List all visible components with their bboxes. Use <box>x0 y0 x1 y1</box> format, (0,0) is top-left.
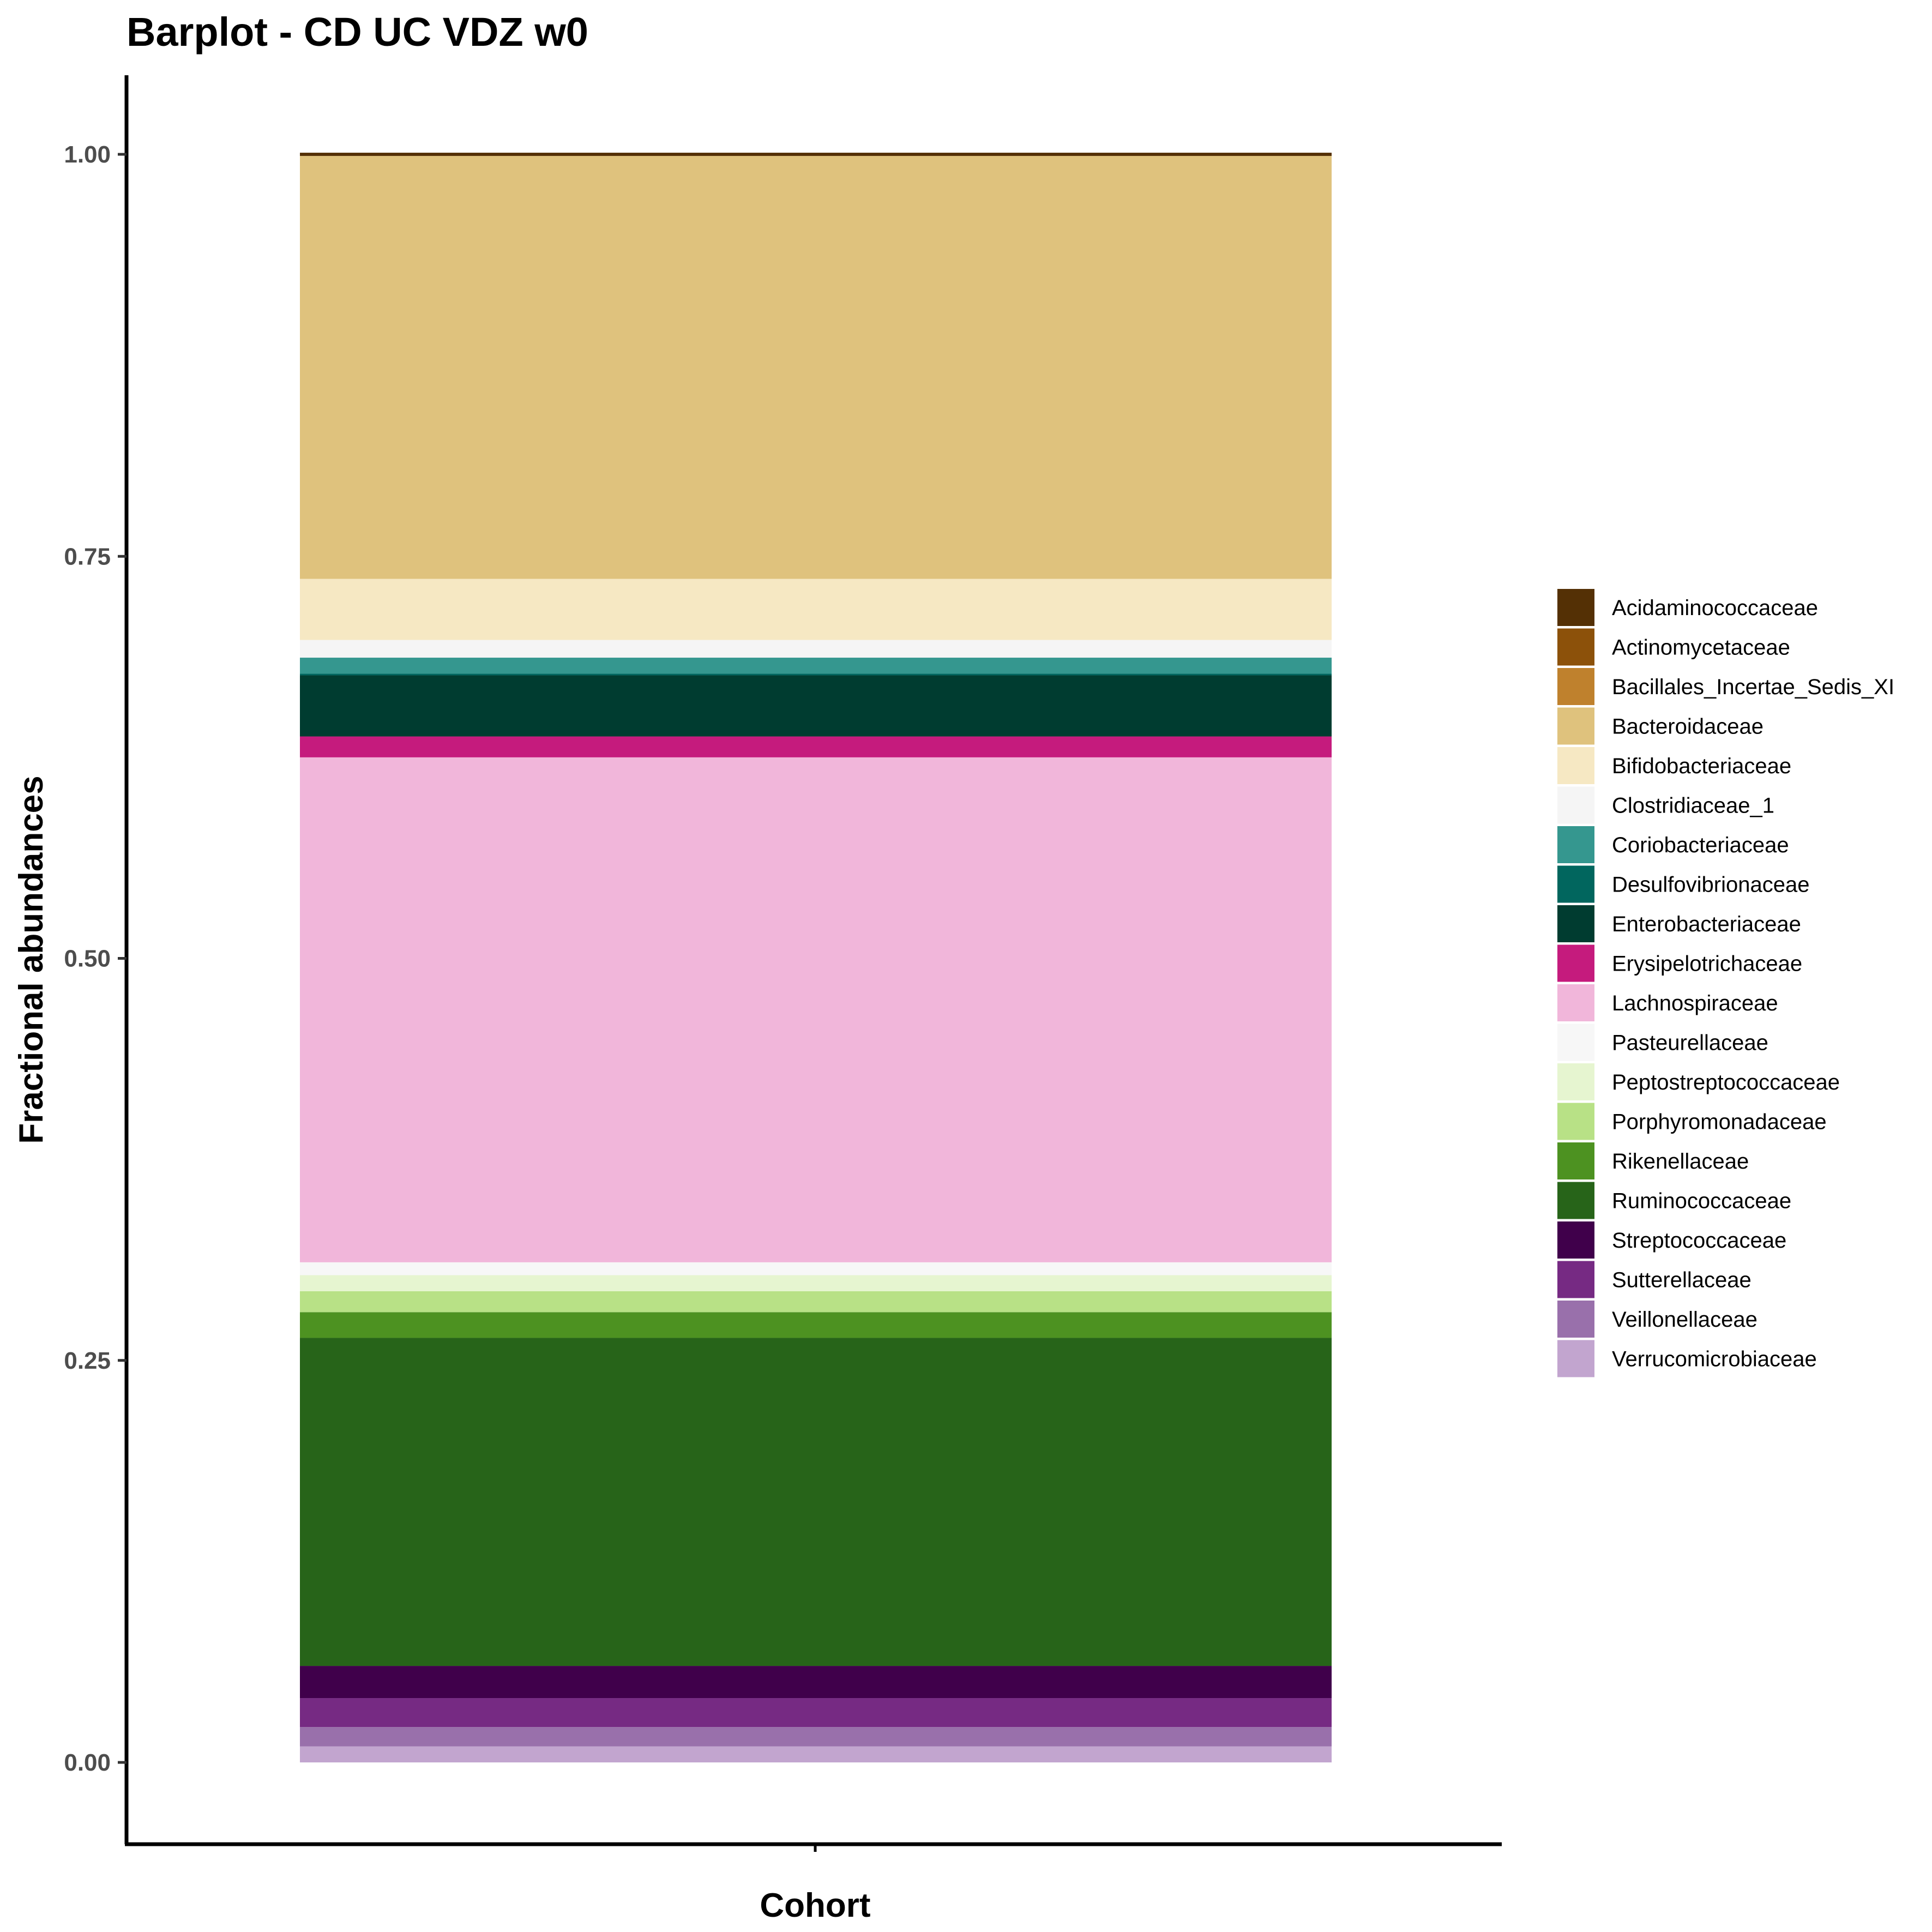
legend-key-veillonellaceae <box>1557 1301 1594 1338</box>
bar-segment-clostridiaceae-1 <box>300 640 1332 658</box>
legend-label: Rikenellaceae <box>1612 1149 1749 1173</box>
bar-segment-porphyromonadaceae <box>300 1291 1332 1313</box>
bar-segment-verrucomicrobiaceae <box>300 1746 1332 1762</box>
bar-segment-rikenellaceae <box>300 1312 1332 1338</box>
legend-key-rikenellaceae <box>1557 1142 1594 1179</box>
chart-title: Barplot - CD UC VDZ w0 <box>127 9 588 55</box>
legend-label: Sutterellaceae <box>1612 1268 1752 1292</box>
y-axis-title: Fractional abundances <box>13 775 50 1143</box>
y-tick-label: 1.00 <box>64 141 111 168</box>
legend-label: Desulfovibrionaceae <box>1612 873 1809 897</box>
bar-segment-sutterellaceae <box>300 1698 1332 1728</box>
bar-segment-streptococcaceae <box>300 1666 1332 1699</box>
legend-key-verrucomicrobiaceae <box>1557 1340 1594 1377</box>
legend-key-actinomycetaceae <box>1557 628 1594 666</box>
bar-segment-ruminococcaceae <box>300 1338 1332 1666</box>
bar-segment-peptostreptococcaceae <box>300 1275 1332 1291</box>
bar-segment-erysipelotrichaceae <box>300 736 1332 757</box>
legend-label: Bacteroidaceae <box>1612 715 1764 739</box>
legend-key-bacillales-incertae-sedis-xi <box>1557 668 1594 705</box>
stacked-bar <box>300 153 1332 1762</box>
legend-label: Coriobacteriaceae <box>1612 833 1789 857</box>
legend-label: Streptococcaceae <box>1612 1229 1786 1253</box>
legend-label: Ruminococcaceae <box>1612 1189 1791 1213</box>
legend-label: Pasteurellaceae <box>1612 1031 1768 1055</box>
legend-key-pasteurellaceae <box>1557 1024 1594 1061</box>
y-tick-label: 0.25 <box>64 1347 111 1374</box>
legend: Acidaminococcaceae Actinomycetaceae Bacill… <box>1557 589 1894 1377</box>
y-axis-ticks: 0.00 0.25 0.50 0.75 1.00 <box>64 141 127 1776</box>
legend-label: Verrucomicrobiaceae <box>1612 1347 1817 1371</box>
y-tick-label: 0.00 <box>64 1749 111 1776</box>
bar-segment-pasteurellaceae <box>300 1262 1332 1275</box>
legend-key-clostridiaceae-1 <box>1557 786 1594 824</box>
legend-key-acidaminococcaceae <box>1557 589 1594 626</box>
y-tick-label: 0.50 <box>64 946 111 972</box>
x-axis-title: Cohort <box>760 1887 870 1924</box>
legend-label: Enterobacteriaceae <box>1612 912 1801 936</box>
legend-key-peptostreptococcaceae <box>1557 1063 1594 1100</box>
bar-segment-bacteroidaceae <box>300 155 1332 579</box>
legend-label: Acidaminococcaceae <box>1612 596 1818 620</box>
legend-key-ruminococcaceae <box>1557 1182 1594 1219</box>
legend-label: Porphyromonadaceae <box>1612 1110 1827 1134</box>
bar-segment-acidaminococcaceae <box>300 153 1332 156</box>
legend-key-desulfovibrionaceae <box>1557 865 1594 903</box>
legend-label: Actinomycetaceae <box>1612 636 1790 660</box>
legend-key-bacteroidaceae <box>1557 707 1594 745</box>
legend-label: Bacillales_Incertae_Sedis_XI <box>1612 675 1894 699</box>
legend-label: Clostridiaceae_1 <box>1612 794 1774 818</box>
legend-key-porphyromonadaceae <box>1557 1103 1594 1140</box>
legend-label: Erysipelotrichaceae <box>1612 952 1802 976</box>
legend-label: Peptostreptococcaceae <box>1612 1070 1840 1094</box>
bar-segment-bifidobacteriaceae <box>300 579 1332 640</box>
legend-label: Veillonellaceae <box>1612 1308 1758 1332</box>
bar-segment-lachnospiraceae <box>300 757 1332 1262</box>
bar-segment-enterobacteriaceae <box>300 675 1332 737</box>
legend-key-erysipelotrichaceae <box>1557 944 1594 982</box>
y-tick-label: 0.75 <box>64 543 111 570</box>
bar-segment-desulfovibrionaceae <box>300 673 1332 676</box>
legend-key-coriobacteriaceae <box>1557 826 1594 863</box>
bar-segment-coriobacteriaceae <box>300 658 1332 674</box>
legend-key-lachnospiraceae <box>1557 984 1594 1021</box>
legend-key-streptococcaceae <box>1557 1221 1594 1259</box>
legend-key-bifidobacteriaceae <box>1557 747 1594 784</box>
legend-key-sutterellaceae <box>1557 1261 1594 1298</box>
legend-label: Bifidobacteriaceae <box>1612 754 1791 778</box>
legend-label: Lachnospiraceae <box>1612 991 1778 1015</box>
bar-segment-veillonellaceae <box>300 1727 1332 1747</box>
legend-key-enterobacteriaceae <box>1557 905 1594 942</box>
